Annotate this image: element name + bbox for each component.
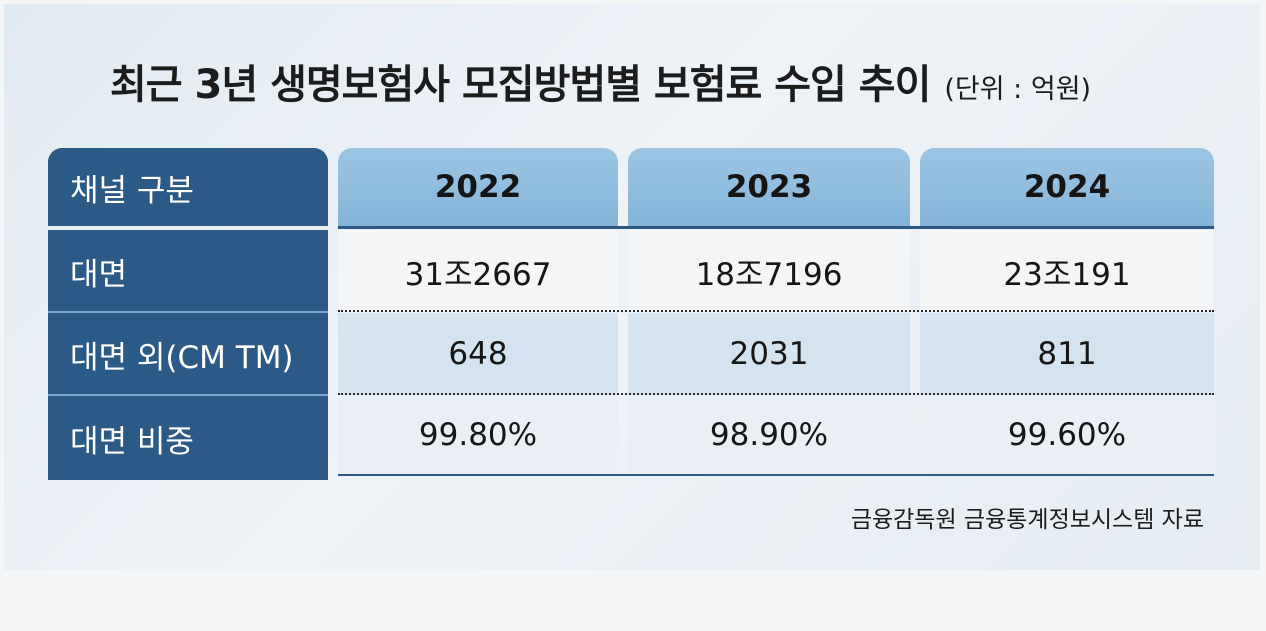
row-divider-dotted (338, 310, 1214, 312)
row-label-face-to-face: 대면 (48, 230, 328, 312)
cell-non-face-to-face-2023: 2031 (628, 313, 910, 395)
cell-face-to-face-2023: 18조7196 (628, 230, 910, 312)
row-label-divider (48, 394, 328, 396)
row-divider-dotted (338, 393, 1214, 395)
unit-label: (단위 : 억원) (944, 74, 1092, 105)
cell-non-face-to-face-2024: 811 (920, 313, 1214, 395)
cell-face-to-face-2024: 23조191 (920, 230, 1214, 312)
table-bottom-rule (338, 474, 1214, 476)
cell-share-2023: 98.90% (628, 396, 910, 474)
cell-face-to-face-2022: 31조2667 (338, 230, 618, 312)
header-year-2022: 2022 (338, 148, 618, 226)
table-top-rule (338, 226, 1214, 229)
chart-title: 최근 3년 생명보험사 모집방법별 보험료 수입 추이 (110, 62, 931, 108)
header-year-2023: 2023 (628, 148, 910, 226)
source-note: 금융감독원 금융통계정보시스템 자료 (850, 507, 1204, 533)
row-label-face-to-face-share: 대면 비중 (48, 396, 328, 480)
header-year-2024: 2024 (920, 148, 1214, 226)
row-label-divider (48, 311, 328, 313)
header-channel-label: 채널 구분 (48, 148, 328, 226)
title-row: 최근 3년 생명보험사 모집방법별 보험료 수입 추이 (단위 : 억원) (110, 52, 1210, 112)
cell-non-face-to-face-2022: 648 (338, 313, 618, 395)
cell-share-2022: 99.80% (338, 396, 618, 474)
row-label-non-face-to-face: 대면 외(CM TM) (48, 313, 328, 395)
cell-share-2024: 99.60% (920, 396, 1214, 474)
